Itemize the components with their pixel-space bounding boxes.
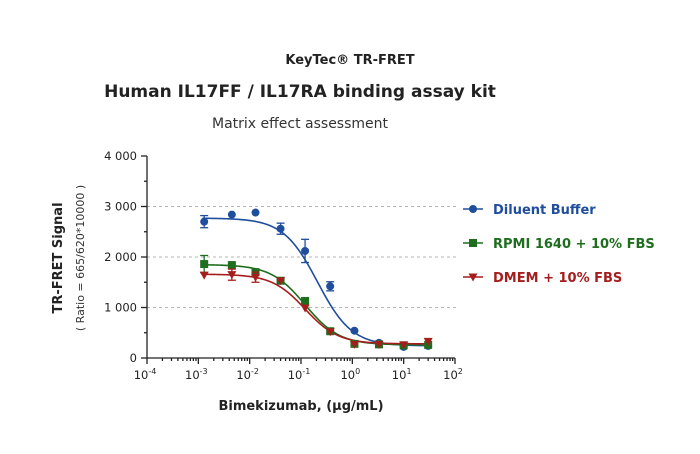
- data-point: [326, 282, 335, 291]
- data-point: [276, 277, 286, 286]
- data-point: [251, 208, 260, 217]
- data-point: [227, 261, 236, 270]
- x-tick-label: 10-3: [185, 367, 208, 382]
- x-tick-label: 102: [443, 367, 463, 382]
- data-point: [301, 246, 310, 255]
- data-point: [199, 271, 209, 280]
- x-tick-label: 10-1: [288, 367, 311, 382]
- axes: [141, 155, 456, 364]
- fit-curve-2: [202, 273, 430, 345]
- data-point: [200, 217, 209, 226]
- legend-label: RPMI 1640 + 10% FBS: [493, 237, 655, 252]
- legend-label: Diluent Buffer: [493, 203, 596, 218]
- grid: [147, 206, 457, 308]
- data-point: [300, 304, 310, 313]
- brand-label: KeyTec® TR-FRET: [285, 53, 414, 68]
- y-axis-sublabel: ( Ratio = 665/620*10000 ): [74, 185, 87, 331]
- data-point: [374, 340, 384, 349]
- data-point: [276, 224, 285, 233]
- fit-curve-1: [202, 263, 430, 346]
- data-point: [200, 260, 209, 269]
- x-tick-label: 10-4: [134, 367, 157, 382]
- legend-marker: [468, 273, 478, 282]
- data-point: [251, 273, 261, 282]
- legend-marker: [469, 205, 477, 213]
- legend-label: DMEM + 10% FBS: [493, 271, 622, 286]
- y-tick-label: 1 000: [104, 301, 137, 315]
- legend: Diluent Buffer RPMI 1640 + 10% FBS DMEM + …: [463, 203, 655, 286]
- y-tick-label: 4 000: [104, 149, 137, 163]
- data-point: [349, 340, 359, 349]
- fit-curves: [202, 217, 430, 347]
- data-point: [423, 337, 433, 346]
- tick-labels: 0 1 000 2 000 3 000 4 000 10-4 10-3 10-2 10-1 100…: [104, 149, 463, 382]
- data-point: [301, 296, 310, 305]
- x-tick-label: 10-2: [236, 367, 259, 382]
- data-point: [227, 210, 236, 219]
- y-tick-label: 2 000: [104, 250, 137, 264]
- y-tick-label: 3 000: [104, 200, 137, 214]
- y-axis-label: TR-FRET Signal: [51, 202, 66, 313]
- data-point: [350, 326, 359, 335]
- chart-title: Human IL17FF / IL17RA binding assay kit: [104, 82, 496, 102]
- data-point: [227, 271, 237, 280]
- y-tick-label: 0: [130, 351, 137, 365]
- legend-marker: [469, 239, 477, 247]
- data-point: [399, 341, 409, 350]
- fit-curve-0: [202, 217, 430, 347]
- data-points: [199, 208, 433, 351]
- data-point: [325, 328, 335, 337]
- chart-subtitle: Matrix effect assessment: [212, 116, 389, 132]
- x-axis-label: Bimekizumab, (μg/mL): [218, 399, 383, 414]
- x-tick-label: 100: [340, 367, 360, 382]
- x-tick-label: 101: [392, 367, 412, 382]
